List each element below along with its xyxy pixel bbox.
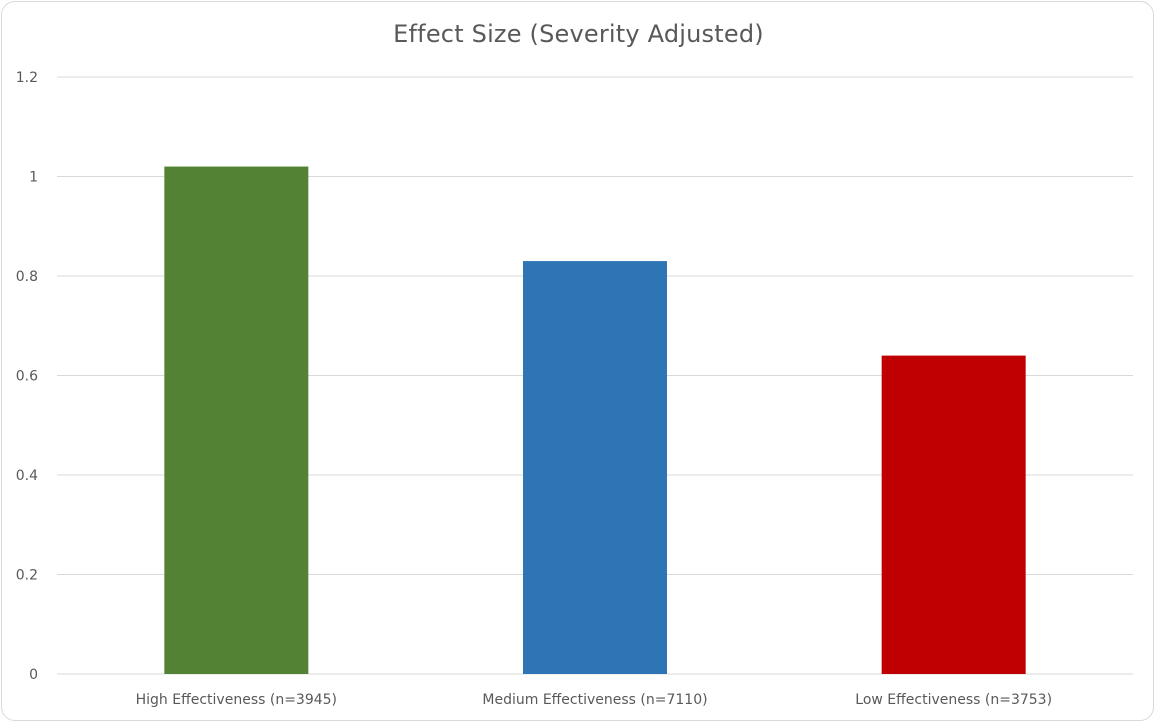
- bar: [164, 166, 309, 675]
- x-tick-label: High Effectiveness (n=3945): [136, 692, 337, 708]
- y-tick-label: 0: [29, 667, 38, 683]
- bar: [523, 261, 667, 674]
- y-tick-label: 0.6: [16, 369, 38, 385]
- x-tick-label: Medium Effectiveness (n=7110): [482, 692, 707, 708]
- x-tick-label: Low Effectiveness (n=3753): [855, 692, 1052, 708]
- x-axis-ticks: High Effectiveness (n=3945) Medium Effect…: [136, 692, 1052, 708]
- chart-title: Effect Size (Severity Adjusted): [393, 20, 764, 48]
- y-tick-label: 0.2: [16, 568, 38, 584]
- y-tick-label: 0.8: [16, 269, 38, 285]
- y-tick-label: 0.4: [16, 468, 38, 484]
- y-tick-label: 1.2: [16, 70, 38, 86]
- y-axis-ticks: 0 0.2 0.4 0.6 0.8 1 1.2: [16, 70, 38, 683]
- bar: [881, 355, 1026, 674]
- y-tick-label: 1: [29, 170, 38, 186]
- bars: [164, 166, 1026, 675]
